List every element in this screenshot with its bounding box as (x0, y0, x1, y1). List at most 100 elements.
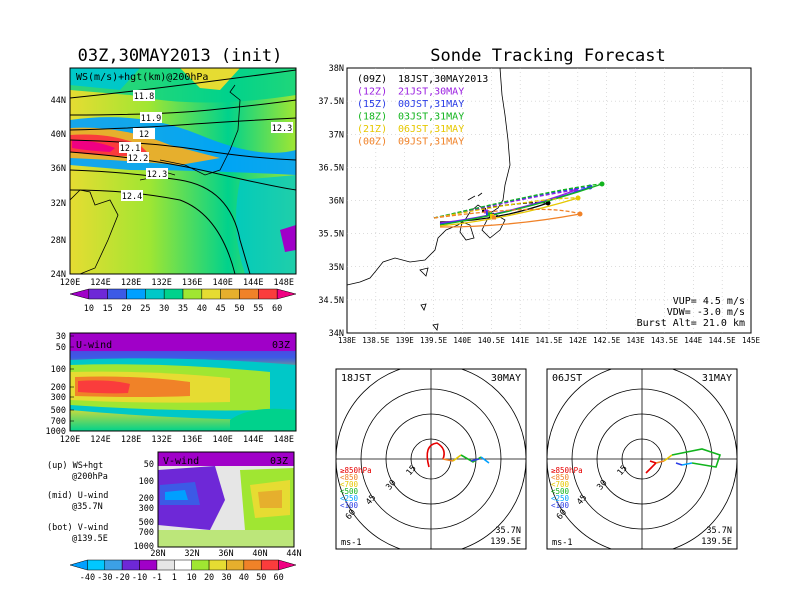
colorbar-label: 1 (172, 573, 177, 583)
hodo-lon: 139.5E (701, 537, 732, 547)
pressure-tick-label: 200 (139, 494, 154, 504)
colorbar-swatch (121, 559, 140, 571)
left-title: 03Z,30MAY2013 (init) (78, 46, 283, 66)
pressure-tick-label: 500 (139, 518, 154, 528)
level-label: ≥850hPa (551, 466, 583, 475)
pressure-tick-label: 200 (51, 383, 66, 393)
track-descent (439, 197, 579, 227)
track-ascent (433, 208, 581, 219)
launch-utc: (18Z) (357, 112, 387, 123)
contour-label: 11.9 (141, 114, 161, 124)
lat-tick-label: 35N (329, 263, 344, 273)
lon-tick-label: 141E (511, 336, 530, 345)
lat-tick-label: 40N (51, 130, 66, 140)
colorbar-swatch (278, 559, 297, 571)
hodo-trace (671, 448, 722, 468)
colorbar-label: 60 (272, 304, 282, 314)
contour-label-bg (121, 190, 143, 201)
hodo-trace (675, 462, 683, 466)
lon-tick-label: 136E (182, 435, 202, 445)
lon-tick-label: 124E (90, 435, 110, 445)
lon-ticks: 120E 124E 128E 132E 136E 140E 144E 148E (60, 278, 294, 288)
lon-ticks: 138E 138.5E 139E 139.5E 140E 140.5E 141E 141.5E… (338, 336, 761, 345)
launch-utc: (00Z) (357, 137, 387, 148)
hodo-lon: 139.5E (490, 537, 521, 547)
colorbar-label: 10 (187, 573, 197, 583)
hodo-time: 06JST (552, 373, 582, 384)
lon-tick-label: 138E (338, 336, 357, 345)
contour-label-bg (140, 112, 162, 123)
pressure-tick-label: 100 (51, 365, 66, 375)
lon-tick-label: 145E (742, 336, 761, 345)
lon-tick-label: 140.5E (478, 336, 506, 345)
contour-label-bg (127, 152, 149, 163)
colorbar-label: 45 (216, 304, 226, 314)
contour-label: 12.4 (122, 192, 142, 202)
colorbar-label: 30 (159, 304, 169, 314)
panel-legend-line: (mid) U-wind (47, 491, 108, 501)
lat-tick-label: 40N (252, 549, 267, 559)
colorbar-swatch (104, 559, 123, 571)
colorbar-swatch (145, 288, 165, 300)
lon-tick-label: 144E (243, 278, 263, 288)
level-label: <100 (551, 501, 570, 510)
panel-legend-sub: @139.5E (72, 534, 108, 544)
lat-tick-label: 36N (218, 549, 233, 559)
contour-labels: 11.8 11.9 12 12.112.2 12.3 12.4 12.3 (119, 90, 293, 202)
lon-tick-label: 140E (453, 336, 472, 345)
burst-point (599, 181, 605, 187)
hodo-date: 30MAY (491, 373, 521, 384)
hodo-trace (442, 458, 454, 462)
colorbar-label: 60 (273, 573, 283, 583)
track-map: (09Z) 18JST,30MAY2013 (12Z) 21JST,30MAY (15Z… (318, 64, 760, 345)
landing-point (492, 215, 496, 220)
level-label: ≥850hPa (340, 466, 372, 475)
sonde-param: VUP= 4.5 m/s (673, 296, 745, 307)
lon-tick-label: 128E (121, 435, 141, 445)
colorbar: 10 15 20 25 30 35 40 45 50 55 60 (69, 288, 297, 314)
u-time: 03Z (272, 340, 290, 351)
colorbar-label: 10 (84, 304, 94, 314)
lon-tick-label: 142.5E (593, 336, 621, 345)
launch-legend: (09Z) 18JST,30MAY2013 (12Z) 21JST,30MAY (15Z… (357, 74, 488, 148)
colorbar-swatch (156, 559, 175, 571)
u-label: U-wind (76, 340, 112, 351)
wind-speed-map: WS(m/s)+hgt(km)@200hPa 11.811.91212.112.… (51, 67, 297, 314)
hodo-trace (426, 442, 445, 468)
launch-jst: 00JST,31MAY (398, 99, 464, 110)
burst-point (577, 211, 583, 217)
panel-legend-line: (up) WS+hgt (47, 461, 103, 471)
lon-tick-label: 142E (569, 336, 588, 345)
hodo-ring (621, 438, 663, 480)
lon-tick-label: 144E (684, 336, 703, 345)
lon-tick-label: 144.5E (709, 336, 737, 345)
contour-label: 12.3 (147, 170, 167, 180)
colorbar-swatch (208, 559, 227, 571)
lon-tick-label: 141.5E (535, 336, 563, 345)
colorbar-swatch (69, 559, 88, 571)
islands (419, 267, 439, 331)
hodo-lat: 35.7N (706, 526, 732, 536)
colorbar-swatch (276, 288, 297, 300)
lon-tick-label: 143.5E (651, 336, 679, 345)
panel-legend-line: (bot) V-wind (47, 523, 108, 533)
colorbar-swatch (182, 288, 203, 300)
contour-label: 12 (139, 130, 149, 140)
pressure-tick-label: 700 (51, 417, 66, 427)
lon-tick-label: 140E (212, 278, 232, 288)
burst-point (575, 195, 581, 201)
panel-legend-sub: @35.7N (72, 502, 103, 512)
colorbar-swatch (258, 288, 278, 300)
colorbar-label: -40 (80, 573, 95, 583)
colorbar-swatch (226, 559, 245, 571)
colorbar-swatch (87, 559, 106, 571)
miura-peninsula (459, 221, 475, 241)
sonde-param: VDW= -3.0 m/s (667, 307, 745, 318)
panel-legend: (up) WS+hgt@200hPa (mid) U-wind@35.7N (bot… (47, 461, 108, 544)
colorbar-swatch (220, 288, 240, 300)
colorbar-label: 15 (103, 304, 113, 314)
lon-tick-label: 120E (60, 278, 80, 288)
